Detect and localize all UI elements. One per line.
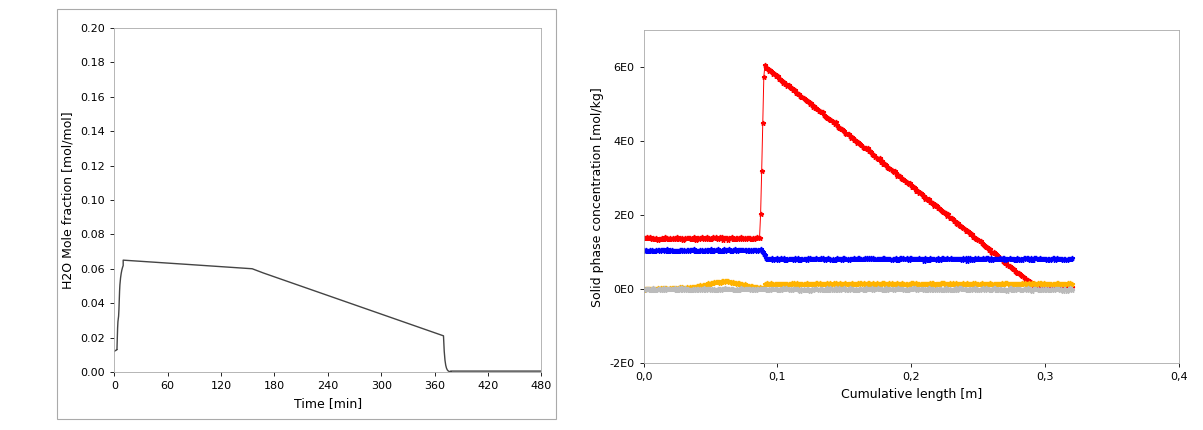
Solid phase concentration(TIME=28860.0-,'CO2',) vs. Bed cumulative length xyxy=(721,278,735,283)
Solid phase concentration(TIME=28860.0-,'CH4',) vs. Bed cumulative length xyxy=(1065,255,1079,261)
Y-axis label: H2O Mole fraction [mol/mol]: H2O Mole fraction [mol/mol] xyxy=(61,111,75,289)
Solid phase concentration(TIME=28860.0-,'N2',) vs. Bed cumulative length xyxy=(1056,289,1071,294)
Solid phase concentration(TIME=28860.0-,'CH4',) vs. Bed cumulative length xyxy=(636,247,651,252)
Solid phase concentration(TIME=28860.0-,'H2O',) vs. Bed cumulative length xyxy=(1030,286,1044,291)
Line: Solid phase concentration(TIME=28860.0-,'CO2',) vs. Bed cumulative length: Solid phase concentration(TIME=28860.0-,… xyxy=(641,278,1074,292)
Solid phase concentration(TIME=28860.0-,'CO2',) vs. Bed cumulative length xyxy=(777,282,792,287)
Solid phase concentration(TIME=28860.0-,'H2O',) vs. Bed cumulative length xyxy=(636,235,651,240)
Solid phase concentration(TIME=28860.0-,'N2',) vs. Bed cumulative length xyxy=(906,286,920,291)
Solid phase concentration(TIME=28860.0-,'CH4',) vs. Bed cumulative length xyxy=(688,248,703,253)
Solid phase concentration(TIME=28860.0-,'CO2',) vs. Bed cumulative length xyxy=(1065,281,1079,286)
Solid phase concentration(TIME=28860.0-,'CO2',) vs. Bed cumulative length xyxy=(636,287,651,292)
Solid phase concentration(TIME=28860.0-,'CH4',) vs. Bed cumulative length xyxy=(807,256,822,261)
Solid phase concentration(TIME=28860.0-,'CH4',) vs. Bed cumulative length xyxy=(949,256,964,261)
Solid phase concentration(TIME=28860.0-,'H2O',) vs. Bed cumulative length xyxy=(807,104,822,109)
Solid phase concentration(TIME=28860.0-,'CO2',) vs. Bed cumulative length xyxy=(947,281,961,286)
Solid phase concentration(TIME=28860.0-,'CO2',) vs. Bed cumulative length xyxy=(949,281,964,286)
Line: Solid phase concentration(TIME=28860.0-,'H2O',) vs. Bed cumulative length: Solid phase concentration(TIME=28860.0-,… xyxy=(641,63,1074,291)
Solid phase concentration(TIME=28860.0-,'H2O',) vs. Bed cumulative length xyxy=(777,80,792,85)
Line: Solid phase concentration(TIME=28860.0-,'CH4',) vs. Bed cumulative length: Solid phase concentration(TIME=28860.0-,… xyxy=(641,246,1074,263)
Solid phase concentration(TIME=28860.0-,'CH4',) vs. Bed cumulative length xyxy=(947,256,961,261)
X-axis label: Time [min]: Time [min] xyxy=(294,396,362,409)
Solid phase concentration(TIME=28860.0-,'N2',) vs. Bed cumulative length xyxy=(776,286,790,291)
Y-axis label: Solid phase concentration [mol/kg]: Solid phase concentration [mol/kg] xyxy=(591,87,604,307)
Solid phase concentration(TIME=28860.0-,'CO2',) vs. Bed cumulative length xyxy=(688,284,703,289)
Solid phase concentration(TIME=28860.0-,'CO2',) vs. Bed cumulative length xyxy=(907,281,921,286)
Solid phase concentration(TIME=28860.0-,'N2',) vs. Bed cumulative length xyxy=(949,285,964,290)
Solid phase concentration(TIME=28860.0-,'N2',) vs. Bed cumulative length xyxy=(1065,287,1079,292)
Solid phase concentration(TIME=28860.0-,'CH4',) vs. Bed cumulative length xyxy=(722,246,736,252)
Solid phase concentration(TIME=28860.0-,'H2O',) vs. Bed cumulative length xyxy=(1065,284,1079,289)
Solid phase concentration(TIME=28860.0-,'CH4',) vs. Bed cumulative length xyxy=(907,256,921,261)
Solid phase concentration(TIME=28860.0-,'H2O',) vs. Bed cumulative length xyxy=(949,220,964,225)
Solid phase concentration(TIME=28860.0-,'N2',) vs. Bed cumulative length xyxy=(636,287,651,292)
Solid phase concentration(TIME=28860.0-,'CO2',) vs. Bed cumulative length xyxy=(807,281,822,286)
Solid phase concentration(TIME=28860.0-,'N2',) vs. Bed cumulative length xyxy=(688,286,703,292)
Solid phase concentration(TIME=28860.0-,'H2O',) vs. Bed cumulative length xyxy=(758,63,772,68)
Solid phase concentration(TIME=28860.0-,'N2',) vs. Bed cumulative length xyxy=(908,285,923,290)
Solid phase concentration(TIME=28860.0-,'CH4',) vs. Bed cumulative length xyxy=(960,258,974,263)
Solid phase concentration(TIME=28860.0-,'N2',) vs. Bed cumulative length xyxy=(806,288,820,293)
Line: Solid phase concentration(TIME=28860.0-,'N2',) vs. Bed cumulative length: Solid phase concentration(TIME=28860.0-,… xyxy=(641,286,1074,293)
Solid phase concentration(TIME=28860.0-,'N2',) vs. Bed cumulative length xyxy=(947,286,961,291)
Solid phase concentration(TIME=28860.0-,'H2O',) vs. Bed cumulative length xyxy=(907,184,921,189)
Solid phase concentration(TIME=28860.0-,'H2O',) vs. Bed cumulative length xyxy=(947,218,961,224)
Solid phase concentration(TIME=28860.0-,'H2O',) vs. Bed cumulative length xyxy=(688,235,703,240)
Solid phase concentration(TIME=28860.0-,'CH4',) vs. Bed cumulative length xyxy=(777,255,792,261)
X-axis label: Cumulative length [m]: Cumulative length [m] xyxy=(841,388,982,401)
